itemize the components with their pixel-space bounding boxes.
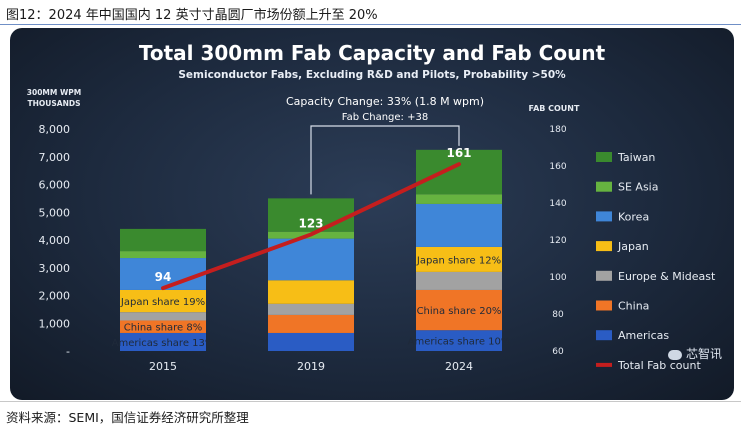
y-tick-label: 2,000: [39, 290, 71, 303]
bar-label-china-2024: China share 20%: [417, 306, 502, 317]
legend-swatch-total-fab-count: [596, 362, 612, 367]
legend-swatch-china: [596, 300, 612, 311]
watermark: 芯智讯: [667, 345, 722, 362]
y-tick-label: 8,000: [39, 123, 71, 136]
y2-tick-label: 80: [552, 310, 564, 320]
fab-count-label-2015: 94: [155, 270, 172, 284]
y2-tick-label: 60: [552, 347, 564, 357]
y-tick-label: 5,000: [39, 206, 71, 219]
y-tick-label: 7,000: [39, 151, 71, 164]
y-tick-label: 4,000: [39, 234, 71, 247]
right-axis-title: FAB COUNT: [529, 104, 580, 113]
bar-americas-2019: [268, 332, 354, 351]
watermark-text: 芯智讯: [685, 347, 722, 361]
fab-count-label-2019: 123: [298, 216, 323, 230]
chart-subtitle: Semiconductor Fabs, Excluding R&D and Pi…: [178, 69, 566, 81]
legend-label-se-asia: SE Asia: [618, 181, 658, 194]
bar-europe-and-mideast-2019: [268, 303, 354, 315]
legend-label-taiwan: Taiwan: [617, 151, 655, 164]
y2-tick-label: 100: [549, 273, 566, 283]
bar-label-japan-2024: Japan share 12%: [416, 255, 501, 266]
bar-japan-2015: [120, 289, 206, 313]
legend-label-japan: Japan: [617, 240, 649, 253]
capacity-change-annotation: Capacity Change: 33% (1.8 M wpm): [286, 95, 484, 108]
bar-china-2019: [268, 314, 354, 333]
legend-swatch-se-asia: [596, 181, 612, 192]
chart-panel: Total 300mm Fab Capacity and Fab Count Se…: [10, 28, 734, 400]
bar-taiwan-2019: [268, 198, 354, 232]
bar-china-2024: [416, 289, 502, 331]
bar-americas-2024: [416, 330, 502, 351]
y2-tick-label: 180: [549, 125, 566, 135]
bar-taiwan-2024: [416, 149, 502, 195]
figure-caption: 图12：2024 年中国国内 12 英寸寸晶圆厂市场份额上升至 20%: [6, 8, 378, 23]
bar-americas-2015: [120, 332, 206, 351]
fab-count-line: [161, 162, 461, 291]
x-tick-label: 2015: [149, 360, 177, 373]
legend-label-europe-and-mideast: Europe & Mideast: [618, 270, 716, 283]
change-bracket: [310, 125, 460, 195]
bar-japan-2019: [268, 280, 354, 304]
chart-title: Total 300mm Fab Capacity and Fab Count: [139, 41, 606, 65]
y-tick-label: 6,000: [39, 179, 71, 192]
caption-divider: [0, 24, 741, 25]
legend-label-americas: Americas: [618, 329, 669, 342]
bar-europe-and-mideast-2015: [120, 312, 206, 321]
left-axis-title-line-1: 300MM WPM: [27, 88, 81, 97]
y-tick-label: 3,000: [39, 262, 71, 275]
legend-swatch-americas: [596, 330, 612, 341]
x-tick-label: 2024: [445, 360, 473, 373]
fab-count-label-2024: 161: [446, 146, 471, 160]
bar-label-japan-2015: Japan share 19%: [120, 297, 205, 308]
y2-tick-label: 160: [549, 162, 566, 172]
legend-label-china: China: [618, 300, 649, 313]
bar-korea-2024: [416, 203, 502, 247]
fab-capacity-chart: Total 300mm Fab Capacity and Fab Count Se…: [27, 41, 716, 373]
bar-label-americas-2015: Americas share 13%: [112, 338, 215, 349]
legend-label-korea: Korea: [618, 210, 649, 223]
x-tick-label: 2019: [297, 360, 325, 373]
bar-europe-and-mideast-2024: [416, 271, 502, 290]
source-divider: [0, 401, 741, 402]
bar-se-asia-2015: [120, 251, 206, 259]
bar-korea-2015: [120, 258, 206, 290]
bar-label-china-2015: China share 8%: [124, 323, 203, 334]
bar-china-2015: [120, 320, 206, 333]
bar-label-americas-2024: Americas share 10%: [408, 337, 511, 348]
wechat-icon: [667, 349, 682, 360]
y-tick-label: 1,000: [39, 317, 71, 330]
y2-tick-label: 140: [549, 199, 566, 209]
bar-taiwan-2015: [120, 228, 206, 252]
legend-swatch-europe-and-mideast: [596, 270, 612, 281]
bar-se-asia-2024: [416, 194, 502, 204]
legend-swatch-japan: [596, 241, 612, 252]
fab-change-annotation: Fab Change: +38: [342, 112, 428, 123]
bar-japan-2024: [416, 246, 502, 272]
legend-label-total-fab-count: Total Fab count: [617, 359, 701, 372]
y-tick-label: -: [66, 345, 70, 358]
y2-tick-label: 120: [549, 236, 566, 246]
left-axis-title-line-2: THOUSANDS: [28, 99, 81, 108]
source-note: 资料来源：SEMI，国信证券经济研究所整理: [6, 410, 249, 425]
legend-swatch-korea: [596, 211, 612, 222]
legend-swatch-taiwan: [596, 152, 612, 162]
